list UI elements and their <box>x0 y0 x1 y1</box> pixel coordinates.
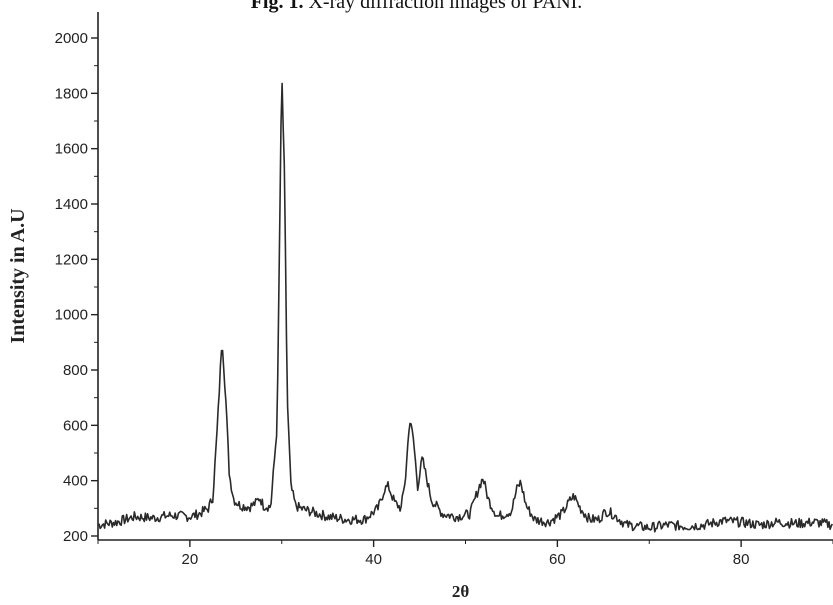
x-tick-label: 80 <box>733 551 750 568</box>
y-tick-label: 1200 <box>55 251 88 268</box>
x-tick-label: 40 <box>365 551 382 568</box>
series-line <box>97 82 833 533</box>
tick-labels: 200 400 600 800 1000 1200 1400 1600 1800 2000 20 40… <box>55 30 750 568</box>
y-tick-label: 400 <box>63 473 88 490</box>
y-tick-label: 600 <box>63 417 88 434</box>
y-tick-label: 2000 <box>55 30 88 47</box>
y-tick-label: 1000 <box>55 307 88 324</box>
figure-caption: Fig. 1. X-ray diffraction images of PANI… <box>0 0 833 14</box>
tick-marks <box>91 37 833 547</box>
caption-text: X-ray diffraction images of PANI. <box>303 0 583 13</box>
y-axis-label: Intensity in A.U <box>7 208 29 343</box>
y-tick-label: 200 <box>63 528 88 545</box>
x-tick-label: 60 <box>549 551 566 568</box>
axes <box>97 12 833 541</box>
caption-prefix: Fig. 1. <box>250 0 304 13</box>
y-tick-label: 1400 <box>55 196 88 213</box>
y-tick-label: 1600 <box>55 141 88 158</box>
y-tick-label: 800 <box>63 362 88 379</box>
y-tick-label: 1800 <box>55 85 88 102</box>
x-axis-label: 2θ <box>452 582 470 601</box>
x-tick-label: 20 <box>182 551 199 568</box>
